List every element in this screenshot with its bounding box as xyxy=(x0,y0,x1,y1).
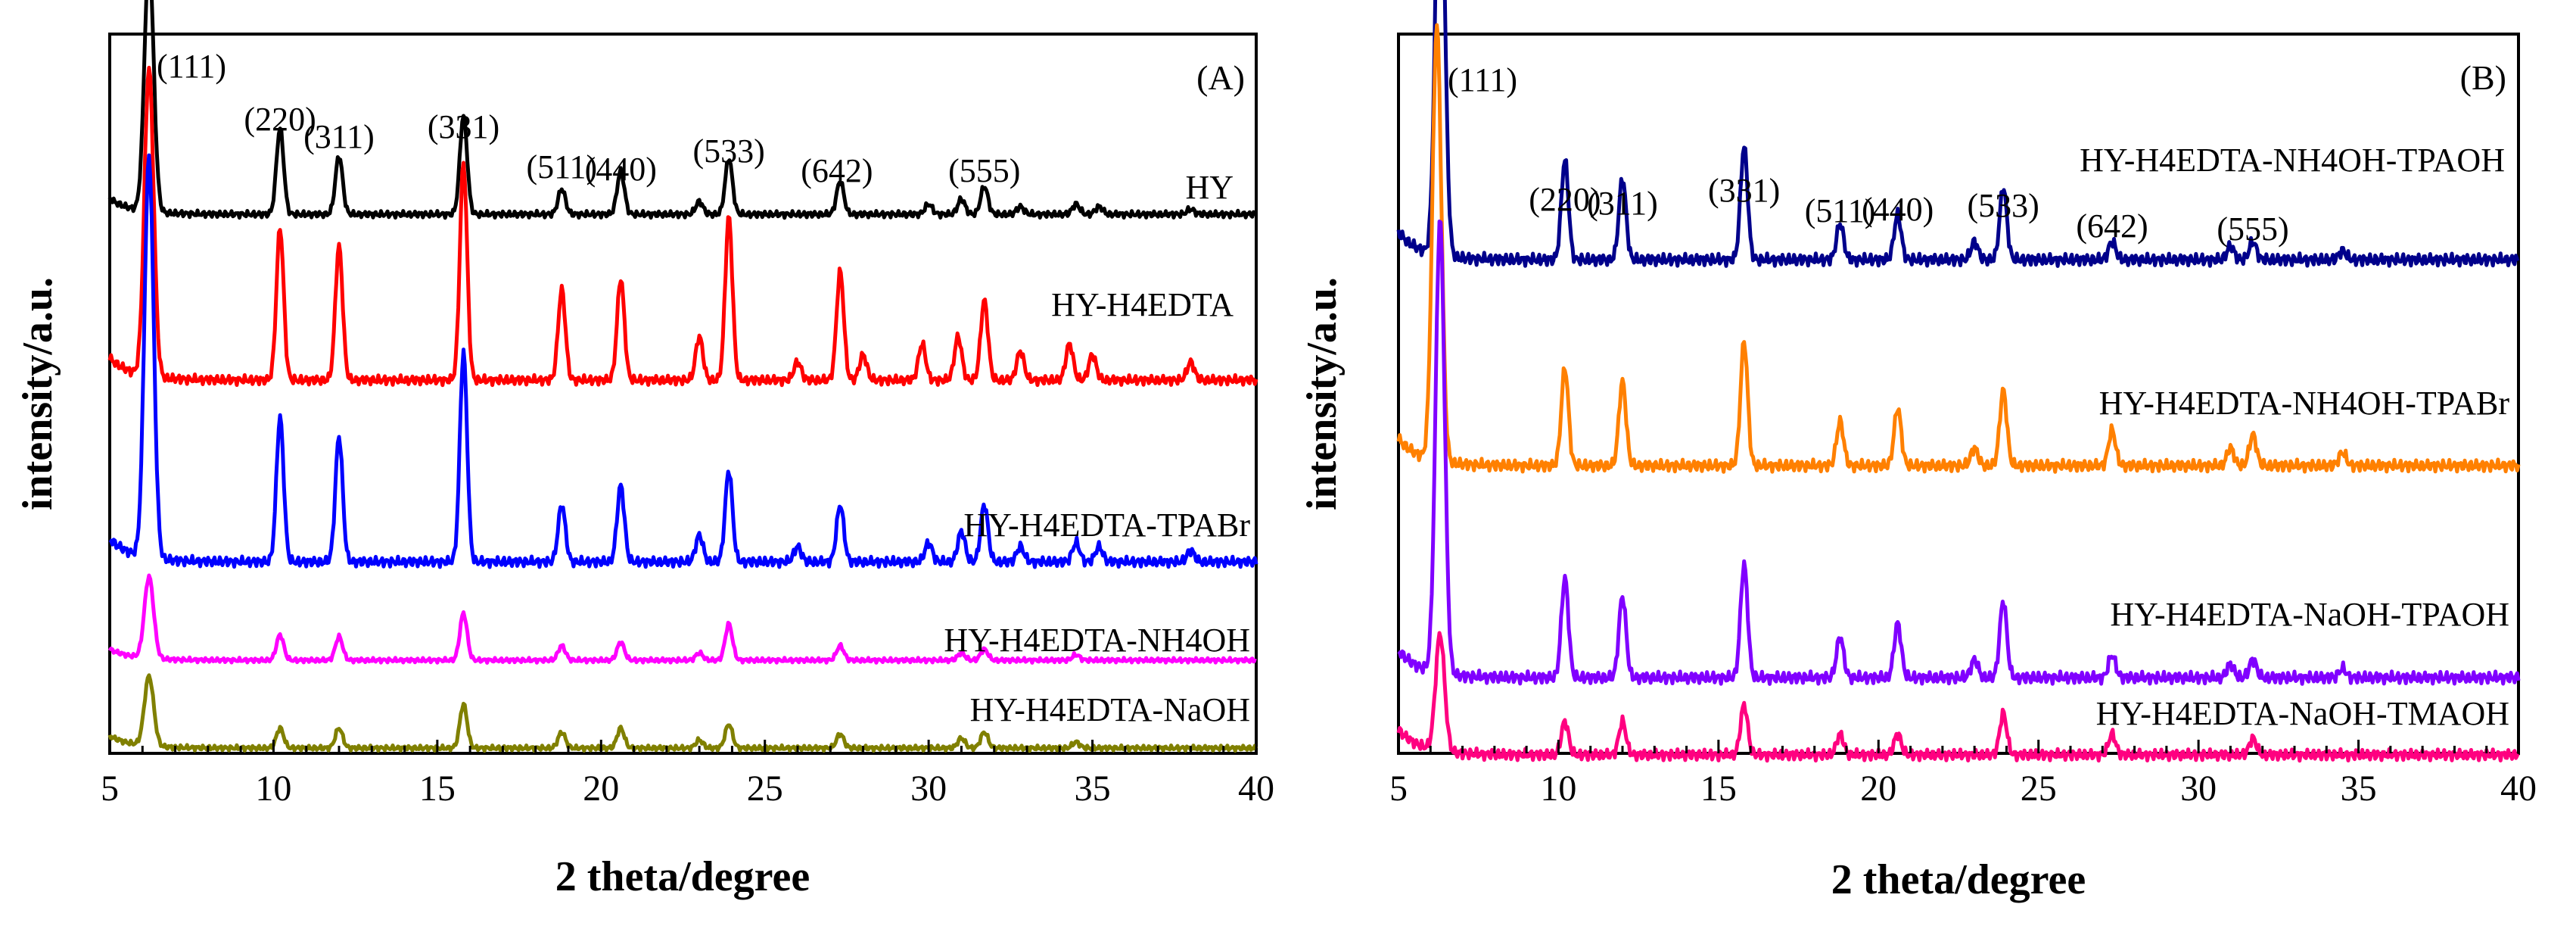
peak-label: (511) xyxy=(527,148,598,185)
panel-b-x-axis-title: 2 theta/degree xyxy=(1831,856,2086,903)
peak-label: (533) xyxy=(692,132,764,170)
series-label-1: HY xyxy=(1185,169,1234,206)
x-tick-label: 35 xyxy=(1075,768,1111,809)
peak-label: (533) xyxy=(1968,187,2039,224)
peak-label: (220) xyxy=(1529,181,1601,218)
panel-a-y-axis-title: intensity/a.u. xyxy=(14,277,61,510)
series-label-3: HY-H4EDTA-TPABr xyxy=(963,507,1250,544)
series-label-2: HY-H4EDTA-NH4OH-TPABr xyxy=(2099,385,2510,422)
series-line-3 xyxy=(108,153,1258,569)
peak-label: (311) xyxy=(1587,185,1658,222)
x-tick-label: 25 xyxy=(747,768,783,809)
panel-b: HY-H4EDTA-NH4OH-TPAOH HY-H4EDTA-NH4OH-TPA… xyxy=(1299,0,2537,903)
peak-label: (642) xyxy=(801,152,873,189)
x-tick-label: 20 xyxy=(583,768,619,809)
series-line-2 xyxy=(107,65,1258,388)
x-tick-label: 15 xyxy=(419,768,456,809)
x-tick-label: 20 xyxy=(1860,768,1896,809)
x-tick-label: 40 xyxy=(1238,768,1274,809)
panel-b-series-layer: HY-H4EDTA-NH4OH-TPAOH HY-H4EDTA-NH4OH-TPA… xyxy=(1396,0,2521,763)
peak-label: (311) xyxy=(303,118,375,155)
peak-label: (331) xyxy=(1708,172,1780,209)
x-tick-label: 35 xyxy=(2341,768,2377,809)
series-line-3 xyxy=(1397,220,2521,686)
series-label-2: HY-H4EDTA xyxy=(1051,286,1234,323)
series-line-5 xyxy=(107,673,1258,753)
series-label-4: HY-H4EDTA-NH4OH xyxy=(944,622,1250,659)
panel-b-y-axis-title: intensity/a.u. xyxy=(1299,277,1346,510)
series-line-4 xyxy=(1396,631,2520,763)
peak-label: (111) xyxy=(157,48,226,85)
x-tick-label: 10 xyxy=(255,768,291,809)
series-label-5: HY-H4EDTA-NaOH xyxy=(970,691,1250,728)
peak-label: (440) xyxy=(585,151,657,188)
peak-label: (440) xyxy=(1862,191,1934,228)
panel-a-label: (A) xyxy=(1196,58,1245,97)
peak-label: (111) xyxy=(1448,61,1517,98)
panel-a-x-axis-title: 2 theta/degree xyxy=(555,853,810,900)
peak-label: (555) xyxy=(948,152,1020,189)
x-tick-label: 5 xyxy=(1389,768,1408,809)
panel-b-ticks: 5 10 15 20 25 30 35 40 xyxy=(1389,740,2537,809)
x-tick-label: 25 xyxy=(2021,768,2057,809)
peak-label: (642) xyxy=(2076,207,2148,245)
series-line-1 xyxy=(107,0,1257,220)
series-line-1 xyxy=(1396,0,2520,268)
peak-label: (331) xyxy=(428,108,499,145)
x-tick-label: 10 xyxy=(1540,768,1576,809)
x-tick-label: 15 xyxy=(1700,768,1737,809)
x-tick-label: 30 xyxy=(910,768,947,809)
x-tick-label: 5 xyxy=(101,768,119,809)
series-line-4 xyxy=(107,573,1257,665)
series-label-1: HY-H4EDTA-NH4OH-TPAOH xyxy=(2080,142,2505,179)
peak-label: (511) xyxy=(1805,192,1876,229)
series-label-4: HY-H4EDTA-NaOH-TMAOH xyxy=(2096,695,2509,732)
panel-a-ticks: 5 10 15 20 25 30 35 40 xyxy=(101,740,1274,809)
x-tick-label: 40 xyxy=(2500,768,2537,809)
panel-a: HY HY-H4EDTA HY-H4EDTA-TPABr HY-H4EDTA-NH4O… xyxy=(14,0,1274,900)
panel-a-frame xyxy=(108,33,1258,755)
panel-b-label: (B) xyxy=(2460,58,2506,97)
peak-label: (555) xyxy=(2217,210,2288,248)
series-label-3: HY-H4EDTA-NaOH-TPAOH xyxy=(2110,596,2509,633)
x-tick-label: 30 xyxy=(2180,768,2217,809)
series-line-2 xyxy=(1396,23,2521,474)
panel-a-series-layer: HY HY-H4EDTA HY-H4EDTA-TPABr HY-H4EDTA-NH4O… xyxy=(107,0,1258,753)
peak-label: (220) xyxy=(244,101,316,138)
